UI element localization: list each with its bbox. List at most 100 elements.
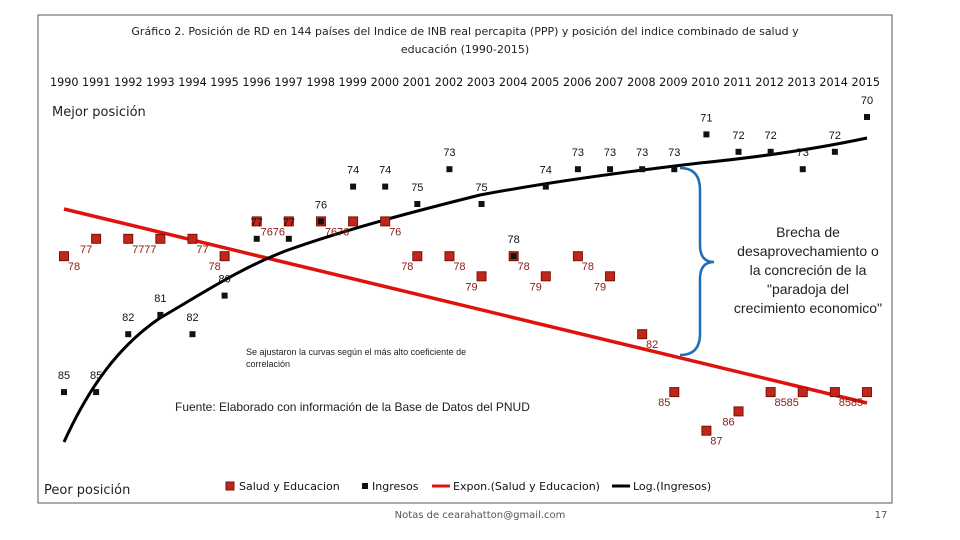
label-ingresos-2001: 75 [411, 182, 423, 194]
label-salud-2002: 78 [453, 261, 465, 273]
legend-swatch-ingresos [362, 483, 368, 489]
label-salud-1994: 77 [196, 244, 208, 256]
label-ingresos-1991: 85 [90, 370, 102, 382]
label-salud-1997: 76 [273, 226, 285, 238]
point-salud-1993 [155, 233, 166, 244]
point-salud-2009 [669, 387, 680, 398]
point-ingresos-2012 [767, 148, 774, 155]
point-ingresos-1998 [317, 218, 324, 225]
point-ingresos-2005 [542, 183, 549, 190]
label-salud-1990: 78 [68, 261, 80, 273]
legend-label-expon: Expon.(Salud y Educacion) [453, 480, 600, 493]
label-salud-2003: 79 [465, 281, 477, 293]
source-note: Fuente: Elaborado con información de la … [175, 400, 530, 414]
label-ingresos-2003: 75 [475, 182, 487, 194]
point-ingresos-2001 [414, 201, 421, 207]
point-ingresos-2000 [382, 183, 389, 190]
label-salud-2014: 85 [839, 397, 851, 409]
point-ingresos-1992 [125, 331, 132, 338]
legend-label-log: Log.(Ingresos) [633, 480, 711, 493]
label-salud-2000: 76 [389, 226, 401, 238]
label-ingresos-2008: 73 [636, 147, 648, 159]
label-ingresos-2012: 72 [765, 130, 777, 142]
gap-line-3: la concreción de la [750, 262, 867, 278]
label-ingresos-2010: 71 [700, 112, 712, 124]
label-ingresos-1997: 77 [283, 217, 295, 229]
label-ingresos-2004: 78 [508, 234, 520, 246]
label-salud-2007: 79 [594, 281, 606, 293]
label-salud-2001: 78 [401, 261, 413, 273]
point-ingresos-1999 [350, 183, 357, 190]
point-ingresos-2010 [703, 131, 710, 138]
label-ingresos-2011: 72 [732, 130, 744, 142]
label-salud-2005: 79 [530, 281, 542, 293]
label-salud-2010: 87 [710, 436, 722, 448]
footer-email: Notas de cearahatton@gmail.com [395, 510, 566, 521]
worst-position-label: Peor posición [44, 483, 130, 498]
point-ingresos-1991 [93, 389, 100, 396]
point-salud-2005 [540, 271, 551, 282]
point-salud-1997 [283, 216, 294, 227]
label-ingresos-2005: 74 [540, 165, 552, 177]
label-ingresos-2002: 73 [443, 147, 455, 159]
chart-title-line1: Gráfico 2. Posición de RD en 144 países … [131, 25, 799, 38]
point-salud-1990 [59, 251, 69, 262]
point-salud-2011 [733, 406, 744, 417]
best-position-label: Mejor posición [52, 105, 146, 120]
point-salud-2001 [412, 251, 423, 262]
gap-line-2: desaprovechamiento o [737, 243, 879, 259]
point-salud-2003 [476, 271, 487, 282]
gap-line-5: crecimiento economico" [734, 300, 882, 316]
label-salud-1993: 77 [144, 244, 156, 256]
point-ingresos-2014 [831, 148, 838, 155]
point-ingresos-1990 [61, 389, 67, 396]
label-salud-2015: 85 [851, 397, 863, 409]
point-salud-2012 [765, 387, 776, 398]
point-ingresos-2008 [639, 166, 646, 173]
point-salud-1994 [187, 233, 198, 244]
point-salud-1999 [348, 216, 359, 227]
adjust-note-line-1: Se ajustaron la curvas según el más alto… [246, 347, 466, 357]
point-ingresos-2002 [446, 166, 453, 173]
point-salud-1991 [91, 233, 102, 244]
label-ingresos-2000: 74 [379, 165, 391, 177]
point-salud-2010 [701, 425, 712, 436]
label-salud-1991: 77 [80, 244, 92, 256]
point-salud-1995 [219, 251, 230, 262]
point-ingresos-2004 [510, 253, 517, 260]
point-ingresos-2006 [574, 166, 581, 173]
point-ingresos-1994 [189, 331, 196, 338]
point-ingresos-1996 [253, 235, 260, 242]
label-ingresos-1996: 77 [251, 217, 263, 229]
label-ingresos-1993: 81 [154, 293, 166, 305]
label-ingresos-2015: 70 [861, 95, 873, 107]
point-salud-1996 [251, 216, 262, 227]
label-salud-1999: 76 [337, 226, 349, 238]
legend-label-salud: Salud y Educacion [239, 480, 340, 493]
label-salud-2009: 85 [658, 397, 670, 409]
label-ingresos-2006: 73 [572, 147, 584, 159]
label-ingresos-2007: 73 [604, 147, 616, 159]
label-salud-2004: 78 [518, 261, 530, 273]
point-ingresos-2003 [478, 201, 485, 207]
label-ingresos-2009: 73 [668, 147, 680, 159]
label-salud-1992: 77 [132, 244, 144, 256]
gap-line-4: "paradoja del [767, 281, 849, 297]
point-salud-2006 [572, 251, 583, 262]
point-ingresos-2013 [799, 166, 806, 173]
trend-log-ingresos [62, 136, 868, 443]
label-ingresos-1995: 80 [218, 274, 230, 286]
label-salud-1996: 76 [261, 226, 273, 238]
label-salud-2006: 78 [582, 261, 594, 273]
label-salud-1998: 76 [325, 226, 337, 238]
label-ingresos-1990: 85 [58, 370, 70, 382]
point-salud-2013 [797, 387, 808, 398]
label-salud-2008: 82 [646, 339, 658, 351]
gap-annotation: Brecha de desaprovechamiento o la concre… [734, 224, 882, 316]
point-ingresos-1997 [285, 235, 292, 242]
chart-frame [37, 14, 893, 504]
label-salud-1995: 78 [208, 261, 220, 273]
point-salud-2008 [637, 329, 648, 340]
gap-brace [679, 166, 715, 357]
